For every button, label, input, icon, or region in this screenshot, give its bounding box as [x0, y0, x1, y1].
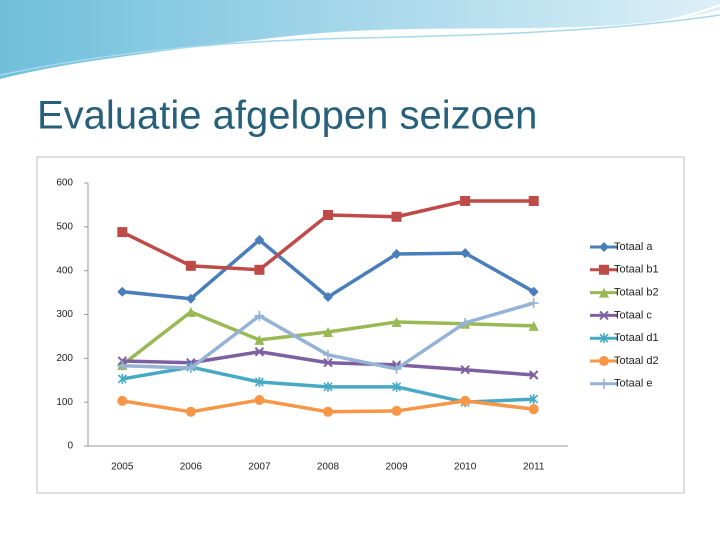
data-point: [117, 286, 128, 297]
chart: 0 100 200 300 400 500 600 2005 2006 2007 2008 2009 2…: [56, 178, 658, 473]
header-decoration: [0, 0, 720, 81]
legend-label: Totaal b1: [614, 264, 659, 276]
legend-label: Totaal a: [614, 241, 653, 253]
y-tick-label: 0: [67, 441, 73, 452]
data-point: [185, 406, 196, 417]
legend-label: Totaal b2: [614, 287, 659, 299]
data-point: [528, 320, 539, 331]
data-point: [528, 195, 539, 206]
data-point: [528, 286, 539, 297]
data-point: [323, 349, 333, 360]
data-point: [254, 310, 265, 321]
data-point: [391, 405, 402, 416]
data-point: [391, 249, 402, 260]
y-tick-label: 200: [56, 353, 73, 364]
data-point: [460, 395, 471, 406]
legend-marker: [599, 287, 609, 298]
data-point: [185, 306, 196, 317]
data-point: [528, 404, 539, 415]
data-point: [254, 377, 264, 388]
data-point: [323, 209, 333, 220]
data-point: [117, 360, 128, 371]
legend-marker: [599, 333, 609, 344]
data-point: [323, 327, 333, 338]
data-point: [391, 316, 402, 327]
y-tick-label: 100: [56, 397, 73, 408]
data-point: [529, 394, 539, 405]
data-point: [460, 317, 471, 328]
legend-label: Totaal d1: [614, 332, 659, 344]
x-tick-label: 2007: [248, 462, 271, 473]
data-point: [254, 264, 265, 275]
legend-marker: [599, 356, 609, 366]
data-point: [460, 365, 470, 375]
data-point: [117, 227, 128, 238]
x-tick-label: 2009: [385, 462, 408, 473]
slide-title: Evaluatie afgelopen seizoen: [37, 94, 537, 138]
data-point: [323, 291, 333, 302]
y-tick-label: 300: [56, 309, 73, 320]
data-point: [323, 358, 333, 368]
data-point: [460, 248, 471, 259]
x-tick-label: 2010: [454, 462, 477, 473]
data-point: [391, 211, 402, 222]
data-point: [323, 406, 333, 417]
legend-label: Totaal d2: [614, 355, 659, 367]
data-point: [528, 298, 539, 309]
chart-frame: [36, 156, 685, 494]
x-tick-label: 2005: [111, 462, 134, 473]
data-point: [254, 234, 265, 245]
legend-marker: [599, 378, 609, 389]
x-tick-label: 2008: [317, 462, 340, 473]
data-point: [185, 293, 196, 304]
data-point: [392, 381, 402, 392]
data-point: [391, 363, 402, 374]
data-point: [323, 381, 333, 392]
legend-label: Totaal e: [614, 378, 653, 390]
y-tick-label: 600: [56, 178, 73, 189]
data-point: [529, 370, 539, 380]
data-point: [254, 394, 265, 405]
x-tick-label: 2011: [523, 462, 545, 473]
legend-label: Totaal c: [614, 309, 652, 321]
legend-marker: [599, 242, 609, 252]
x-tick-label: 2006: [180, 462, 203, 473]
data-point: [117, 395, 128, 406]
legend-marker: [599, 264, 609, 275]
data-point: [254, 334, 265, 345]
data-point: [460, 195, 471, 206]
data-point: [117, 373, 127, 384]
data-point: [185, 362, 196, 373]
y-tick-label: 500: [56, 221, 73, 232]
data-point: [254, 347, 265, 357]
data-point: [185, 260, 196, 271]
y-tick-label: 400: [56, 265, 73, 276]
legend-marker: [599, 310, 609, 321]
